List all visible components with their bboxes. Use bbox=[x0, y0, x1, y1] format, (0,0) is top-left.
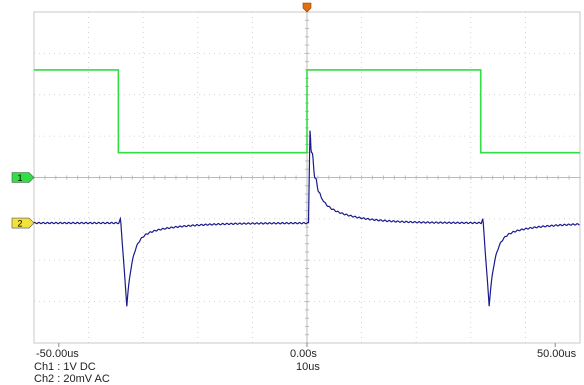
channel-markers: 12 bbox=[11, 2, 312, 229]
waveform-traces bbox=[33, 69, 580, 307]
timebase-label: 10us bbox=[296, 361, 320, 373]
channel-1-trace bbox=[34, 69, 580, 154]
channel-2-trace bbox=[33, 130, 580, 307]
channel-1-ground-marker-icon-shape bbox=[11, 172, 35, 183]
channel-1-settings: Ch1 : 1V DC bbox=[34, 361, 96, 373]
trigger-position-icon bbox=[302, 2, 312, 13]
channel-2-settings: Ch2 : 20mV AC bbox=[34, 373, 110, 385]
x-tick-label-center: 0.00s bbox=[290, 348, 317, 360]
channel-2-ground-marker-icon: 2 bbox=[11, 217, 35, 229]
x-tick-label-left: -50.00us bbox=[36, 348, 79, 360]
channel-1-ground-marker-icon: 1 bbox=[11, 172, 35, 183]
x-axis-ticks bbox=[58, 343, 556, 347]
channel-1-ground-marker-icon-label: 1 bbox=[17, 173, 22, 183]
x-tick-label-right: 50.00us bbox=[537, 348, 577, 360]
graticule-grid bbox=[33, 11, 581, 344]
channel-2-ground-marker-icon-label: 2 bbox=[17, 219, 22, 229]
channel-2-ground-marker-icon-shape bbox=[11, 217, 35, 229]
